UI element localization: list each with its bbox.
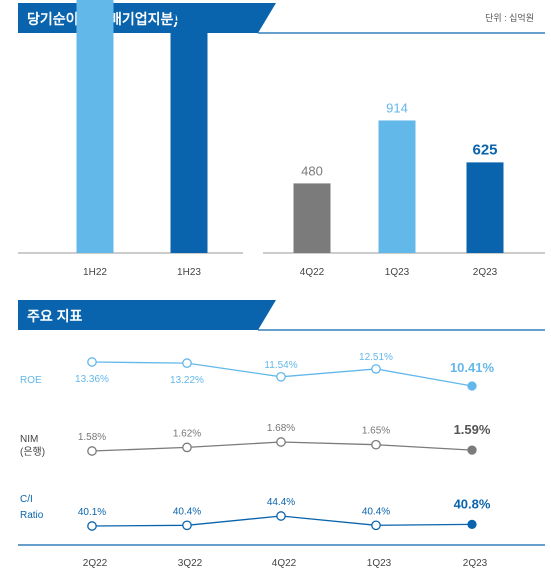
quarterly-bar-1Q23 (378, 120, 416, 253)
quarterly-value-label-4Q22: 480 (301, 163, 323, 178)
data-label-nim-3Q22: 1.62% (173, 428, 201, 439)
quarterly-category-label-1Q23: 1Q23 (385, 267, 410, 278)
point-nim-4Q22 (276, 437, 286, 447)
data-label-roe-2Q22: 13.36% (75, 374, 109, 385)
data-label-ci-4Q22: 44.4% (267, 497, 295, 508)
unit-note: 단위 : 십억원 (485, 12, 534, 23)
section2-header-bar (18, 300, 276, 330)
data-label-ci-2Q22: 40.1% (78, 507, 106, 518)
point-nim-1Q23 (371, 439, 381, 450)
point-roe-1Q23 (371, 364, 381, 374)
half-year-bar-1H22 (76, 0, 114, 254)
series-name-nim-line2: (은행) (20, 446, 45, 458)
data-label-nim-2Q22: 1.58% (78, 432, 106, 443)
half-year-bar-1H23 (170, 29, 208, 253)
data-label-ci-1Q23: 40.4% (362, 506, 390, 517)
point-roe-2Q23 (467, 381, 477, 391)
quarterly-value-label-1Q23: 914 (386, 100, 408, 115)
point-roe-4Q22 (276, 371, 286, 382)
x-tick-label-4Q22: 4Q22 (272, 558, 297, 569)
data-label-ci-3Q22: 40.4% (173, 506, 201, 517)
point-ci-1Q23 (371, 520, 381, 531)
series-name-nim: NIM (20, 434, 38, 445)
x-tick-label-3Q22: 3Q22 (178, 558, 203, 569)
section2-header: 주요 지표 (18, 300, 545, 331)
series-name-ci-line2: Ratio (20, 510, 44, 521)
x-tick-label-1Q23: 1Q23 (367, 558, 392, 569)
bar-chart-quarterly: 480 4Q22 914 1Q23 625 2Q23 (263, 100, 545, 278)
point-nim-2Q22 (87, 446, 97, 456)
point-nim-3Q22 (182, 442, 192, 453)
point-roe-2Q22 (87, 357, 97, 367)
data-label-ci-2Q23: 40.8% (454, 496, 491, 511)
quarterly-category-label-2Q23: 2Q23 (473, 267, 498, 278)
data-label-roe-1Q23: 12.51% (359, 352, 393, 363)
point-nim-2Q23 (467, 445, 477, 455)
data-label-nim-2Q23: 1.59% (454, 422, 491, 437)
point-ci-2Q23 (467, 519, 477, 530)
x-tick-label-2Q23: 2Q23 (463, 558, 488, 569)
point-ci-4Q22 (276, 511, 286, 521)
data-label-roe-2Q23: 10.41% (450, 360, 495, 375)
key-indicators-chart: ROE 13.36% 13.22% 11.54% 12.51% 10.41% NIM(은행)… (18, 352, 545, 569)
point-roe-3Q22 (182, 358, 192, 368)
quarterly-bar-2Q23 (466, 162, 504, 253)
data-label-roe-4Q22: 11.54% (264, 360, 297, 371)
quarterly-category-label-4Q22: 4Q22 (300, 267, 325, 278)
data-label-nim-4Q22: 1.68% (267, 423, 295, 434)
half-year-category-label-1H23: 1H23 (177, 267, 201, 278)
series-name-roe: ROE (20, 375, 42, 386)
section2-title: 주요 지표 (27, 308, 83, 324)
quarterly-bar-4Q22 (293, 183, 331, 253)
half-year-value-label-1H23: 1,539 (170, 9, 208, 26)
point-ci-3Q22 (182, 520, 192, 531)
series-name-ci: C/I (20, 494, 33, 505)
quarterly-value-label-2Q23: 625 (472, 141, 497, 158)
point-ci-2Q22 (87, 521, 97, 531)
data-label-roe-3Q22: 13.22% (170, 375, 204, 386)
half-year-category-label-1H22: 1H22 (83, 267, 107, 278)
data-label-nim-1Q23: 1.65% (362, 426, 390, 437)
x-tick-label-2Q22: 2Q22 (83, 558, 108, 569)
